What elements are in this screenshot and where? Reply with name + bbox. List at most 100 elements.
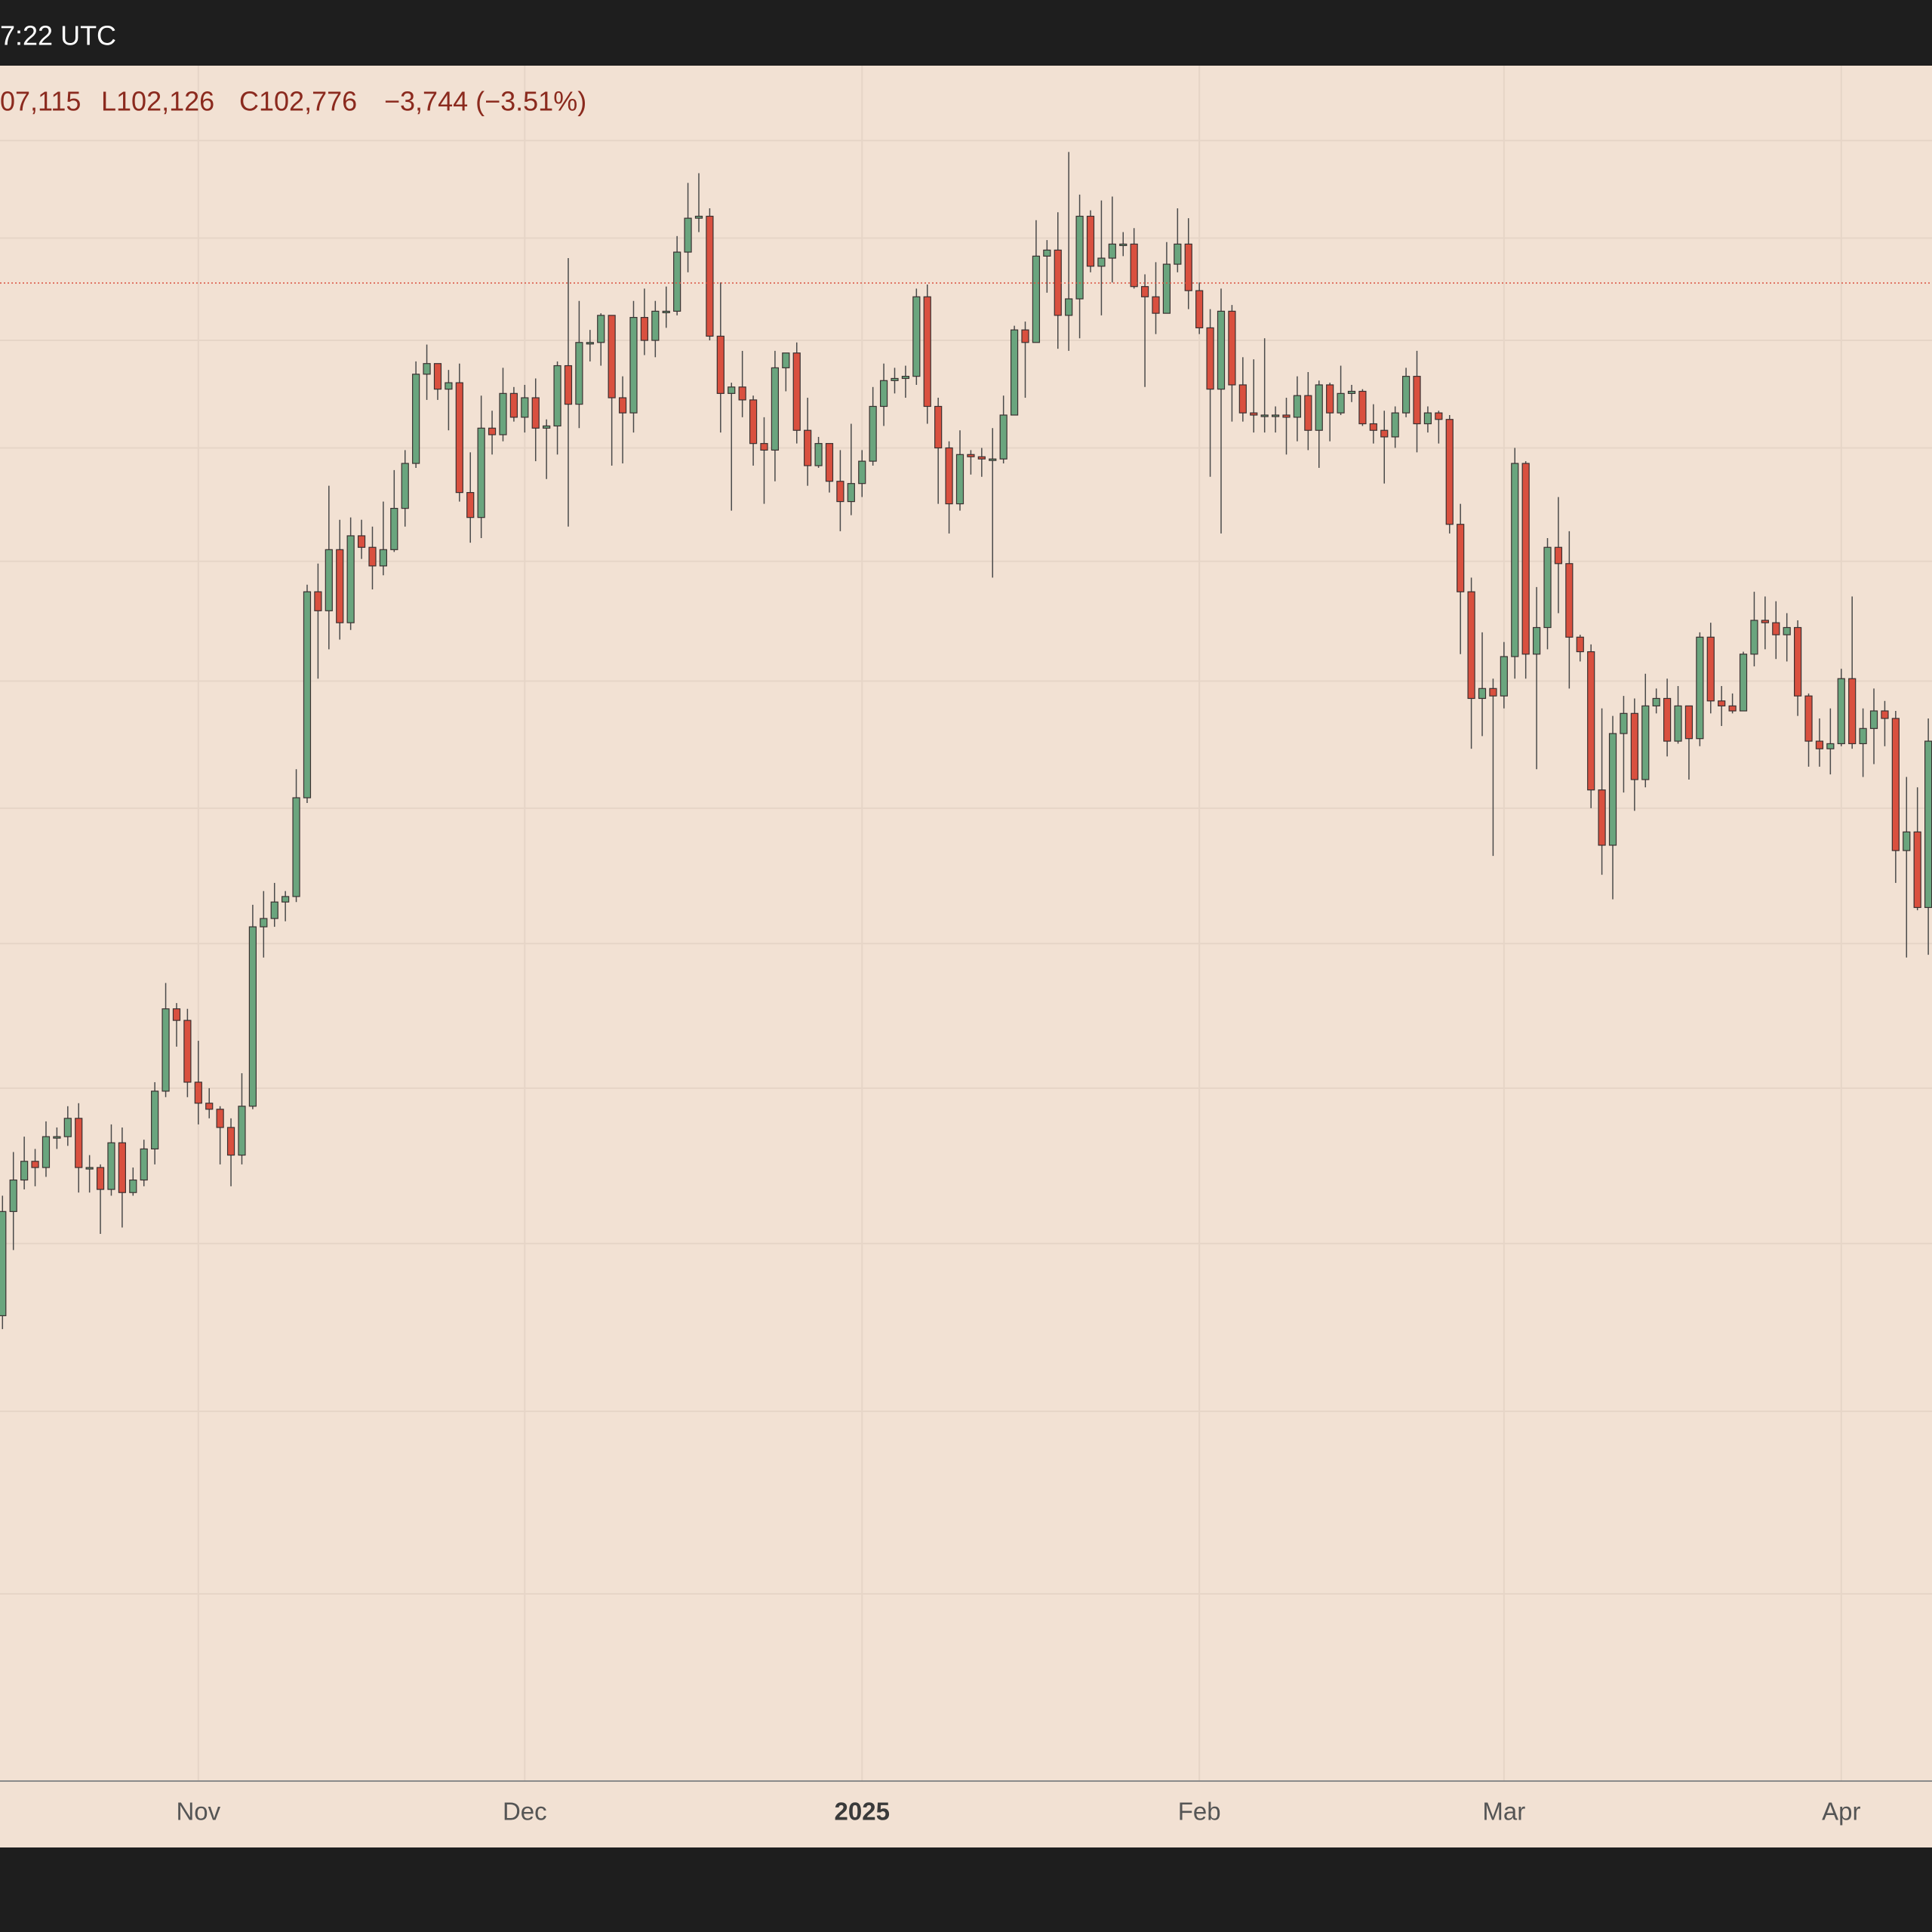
candle-body — [390, 508, 398, 550]
candle-body — [314, 591, 322, 611]
candle-body — [1108, 243, 1116, 259]
candle-body — [238, 1106, 246, 1156]
candle-body — [1761, 620, 1769, 623]
candle-body — [477, 427, 485, 518]
candle-body — [336, 549, 344, 623]
candle-body — [1130, 243, 1138, 288]
candle-body — [292, 797, 300, 897]
candle-body — [1065, 298, 1073, 316]
candle-body — [858, 460, 866, 485]
candle-body — [771, 367, 780, 451]
candle-body — [1565, 563, 1574, 638]
candle-body — [1663, 697, 1672, 742]
x-tick-label: Dec — [503, 1798, 547, 1826]
candle-body — [75, 1118, 83, 1168]
bottom-bar — [0, 1847, 1932, 1932]
candle-body — [1467, 591, 1475, 700]
candle-body — [597, 315, 605, 343]
candle-body — [1140, 286, 1149, 297]
candle-body — [1380, 429, 1389, 438]
candle-body — [53, 1136, 61, 1139]
candle-body — [42, 1136, 51, 1168]
candle-body — [1282, 414, 1291, 418]
candle-body — [248, 926, 257, 1107]
legend-change: −3,744 (−3.51%) — [384, 86, 586, 117]
candle-body — [1228, 310, 1236, 386]
candle-body — [912, 296, 921, 377]
candle-body — [85, 1167, 94, 1170]
candle-body — [466, 492, 475, 518]
candle-body — [564, 365, 573, 405]
candle-body — [923, 296, 931, 408]
candle-body — [63, 1118, 72, 1137]
candle-body — [869, 405, 877, 462]
candle-body — [553, 365, 561, 427]
candle-body — [226, 1127, 235, 1156]
candle-body — [9, 1179, 17, 1212]
candle-body — [1706, 636, 1715, 702]
candle-body — [1772, 622, 1780, 635]
candle-body — [804, 429, 812, 466]
candle-body — [1576, 636, 1584, 653]
candle-body — [1739, 654, 1748, 712]
candle-body — [1184, 243, 1192, 291]
candle-body — [151, 1091, 159, 1150]
candle-body — [1620, 712, 1628, 734]
candle-body — [1652, 697, 1660, 706]
candle-body — [901, 376, 910, 380]
candle-body — [640, 317, 649, 341]
candle-body — [738, 386, 746, 401]
candle-body — [1532, 626, 1541, 655]
candle-body — [782, 352, 790, 368]
candle-body — [1369, 423, 1377, 431]
candle-body — [716, 335, 724, 394]
candle-body — [673, 251, 681, 312]
candle-body — [357, 535, 366, 548]
x-tick-label: Feb — [1178, 1798, 1221, 1826]
candle-body — [1445, 419, 1454, 525]
candle-body — [1913, 831, 1921, 909]
candle-body — [1598, 789, 1606, 846]
candle-body — [977, 456, 986, 460]
candle-body — [1195, 290, 1204, 328]
candle-body — [586, 342, 594, 345]
candle-body — [608, 315, 616, 398]
candle-body — [194, 1081, 202, 1104]
candle-body — [1423, 412, 1432, 425]
candle-body — [967, 454, 975, 457]
x-tick-label: Nov — [176, 1798, 220, 1826]
candle-body — [260, 918, 268, 928]
candle-body — [325, 549, 333, 611]
candle-body — [401, 463, 409, 509]
candle-body — [521, 397, 529, 418]
candles — [0, 152, 1932, 1330]
candle-body — [955, 454, 964, 505]
candle-body — [1794, 626, 1802, 697]
candle-body — [1021, 329, 1029, 343]
candle-body — [445, 382, 453, 390]
candle-body — [1859, 728, 1867, 745]
candle-body — [1086, 215, 1095, 267]
candle-body — [1848, 678, 1857, 745]
time-label: 7:22 UTC — [0, 20, 116, 51]
candle-body — [879, 380, 888, 408]
x-tick-label: 2025 — [835, 1798, 890, 1826]
candle-body — [216, 1109, 224, 1128]
candle-body — [847, 483, 855, 503]
candle-body — [129, 1179, 137, 1193]
legend-low: L102,126 — [101, 86, 214, 117]
candle-body — [1206, 327, 1214, 390]
candle-body — [140, 1148, 148, 1181]
candle-body — [1684, 705, 1694, 740]
candle-body — [1337, 392, 1345, 414]
candle-body — [945, 447, 953, 505]
candle-body — [1238, 384, 1247, 414]
candle-body — [1075, 215, 1084, 300]
time-axis: Nov Dec 2025 Feb Mar Apr — [176, 1798, 1860, 1826]
candle-body — [543, 425, 551, 429]
candle-body — [1358, 390, 1367, 425]
candle-body — [836, 481, 844, 503]
candle-body — [1521, 463, 1530, 655]
